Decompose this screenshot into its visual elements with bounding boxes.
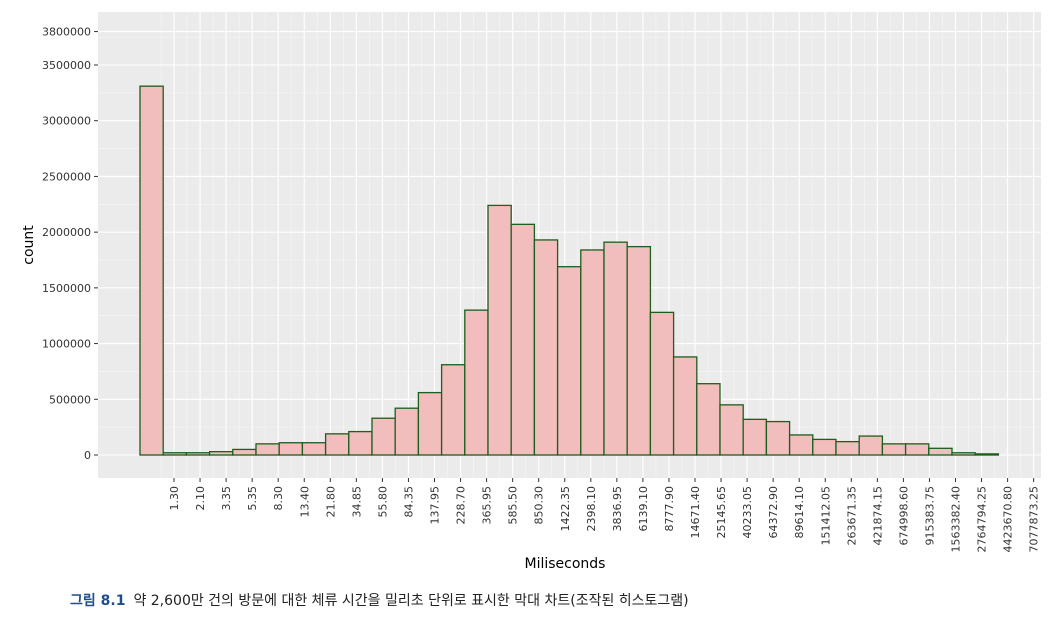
- histogram-bar: [464, 309, 489, 456]
- histogram-bar: [951, 452, 976, 456]
- histogram-bar: [440, 364, 466, 456]
- histogram-bar: [487, 204, 512, 456]
- histogram-chart: 0 500000 1000000 1500000 2000000 2500000 30000…: [21, 12, 1041, 572]
- x-tick-label: 1563382.40: [950, 486, 963, 552]
- histogram-bar: [417, 391, 443, 456]
- histogram-bar: [626, 245, 652, 456]
- histogram-bar: [232, 448, 257, 456]
- x-tick-label: 7077873.25: [1028, 486, 1041, 552]
- histogram-bar: [603, 241, 628, 456]
- y-tick-label: 1500000: [42, 282, 91, 295]
- x-tick-label: 4423670.80: [1002, 486, 1015, 552]
- histogram-bar: [928, 447, 953, 456]
- x-tick-label: 674998.60: [897, 486, 910, 546]
- histogram-bar: [162, 452, 188, 456]
- histogram-bar: [371, 417, 396, 456]
- y-axis: 0 500000 1000000 1500000 2000000 2500000 30000…: [42, 26, 98, 462]
- histogram-bar: [208, 451, 234, 456]
- x-tick-label: 421874.15: [871, 486, 884, 546]
- histogram-bar: [649, 311, 675, 456]
- x-tick-label: 137.95: [429, 486, 442, 525]
- x-tick-label: 84.35: [403, 486, 416, 518]
- histogram-bar: [742, 418, 768, 456]
- histogram-bar: [510, 223, 536, 456]
- figure-number: 그림 8.1: [70, 593, 126, 609]
- histogram-bar: [719, 404, 744, 456]
- y-axis-title: count: [21, 225, 37, 265]
- y-tick-label: 1000000: [42, 338, 91, 351]
- histogram-bar: [255, 443, 280, 456]
- histogram-bar: [278, 442, 304, 456]
- figure-caption: 그림 8.1 약 2,600만 건의 방문에 대한 체류 시간을 밀리초 단위로 …: [70, 590, 689, 610]
- histogram-bar: [812, 438, 837, 456]
- x-tick-label: 2764794.25: [976, 486, 989, 552]
- x-tick-label: 3836.95: [611, 486, 624, 532]
- y-tick-label: 3000000: [42, 115, 91, 128]
- x-tick-label: 2398.10: [585, 486, 598, 532]
- histogram-bar: [835, 440, 860, 456]
- histogram-bar: [881, 443, 907, 456]
- x-tick-label: 915383.75: [924, 486, 937, 546]
- histogram-bar: [765, 420, 791, 456]
- x-tick-label: 34.85: [350, 486, 363, 518]
- y-tick-label: 3500000: [42, 59, 91, 72]
- histogram-bar: [185, 452, 211, 456]
- bars: [139, 85, 1000, 456]
- histogram-bar: [533, 239, 559, 456]
- x-tick-label: 14671.40: [689, 486, 702, 539]
- histogram-bar: [394, 407, 420, 456]
- chart-area: 0 500000 1000000 1500000 2000000 2500000 30000…: [21, 12, 1041, 572]
- histogram-bar: [324, 433, 350, 456]
- x-axis: 1.30 2.10 3.35 5.35 8.30 13.40 21.80 34.85 55.80…: [168, 478, 1041, 552]
- x-tick-label: 5.35: [246, 486, 259, 511]
- histogram-bar: [672, 356, 698, 456]
- histogram-bar: [139, 85, 164, 456]
- x-tick-label: 263671.35: [845, 486, 858, 546]
- y-tick-label: 500000: [49, 393, 91, 406]
- x-tick-label: 13.40: [298, 486, 311, 518]
- x-tick-label: 850.30: [533, 486, 546, 525]
- histogram-bar: [696, 383, 721, 456]
- histogram-bar: [348, 430, 373, 456]
- x-tick-label: 365.95: [481, 486, 494, 525]
- histogram-bar: [556, 266, 582, 456]
- x-tick-label: 1422.35: [559, 486, 572, 532]
- x-tick-label: 21.80: [324, 486, 337, 518]
- figure-caption-text: 약 2,600만 건의 방문에 대한 체류 시간을 밀리초 단위로 표시한 막대…: [133, 593, 689, 609]
- y-tick-label: 0: [84, 449, 91, 462]
- x-tick-label: 25145.65: [715, 486, 728, 539]
- x-tick-label: 55.80: [376, 486, 389, 518]
- histogram-bar: [788, 434, 814, 456]
- x-tick-label: 3.35: [220, 486, 233, 511]
- x-tick-label: 585.50: [507, 486, 520, 525]
- histogram-bar: [974, 453, 1000, 456]
- y-tick-label: 2500000: [42, 170, 91, 183]
- histogram-bar: [904, 443, 930, 456]
- x-tick-label: 40233.05: [741, 486, 754, 539]
- x-tick-label: 89614.10: [793, 486, 806, 539]
- major-grid: [98, 12, 1041, 478]
- y-tick-label: 3800000: [42, 26, 91, 39]
- x-tick-label: 6139.10: [637, 486, 650, 532]
- histogram-bar: [301, 442, 327, 456]
- x-tick-label: 2.10: [194, 486, 207, 511]
- x-tick-label: 8777.90: [663, 486, 676, 532]
- histogram-bar: [858, 435, 884, 456]
- histogram-bar: [580, 249, 605, 456]
- y-tick-label: 2000000: [42, 226, 91, 239]
- x-tick-label: 8.30: [272, 486, 285, 511]
- x-axis-title: Miliseconds: [525, 556, 606, 572]
- x-tick-label: 64372.90: [767, 486, 780, 539]
- x-tick-label: 228.70: [455, 486, 468, 525]
- x-tick-label: 1.30: [168, 486, 181, 511]
- x-tick-label: 151412.05: [819, 486, 832, 546]
